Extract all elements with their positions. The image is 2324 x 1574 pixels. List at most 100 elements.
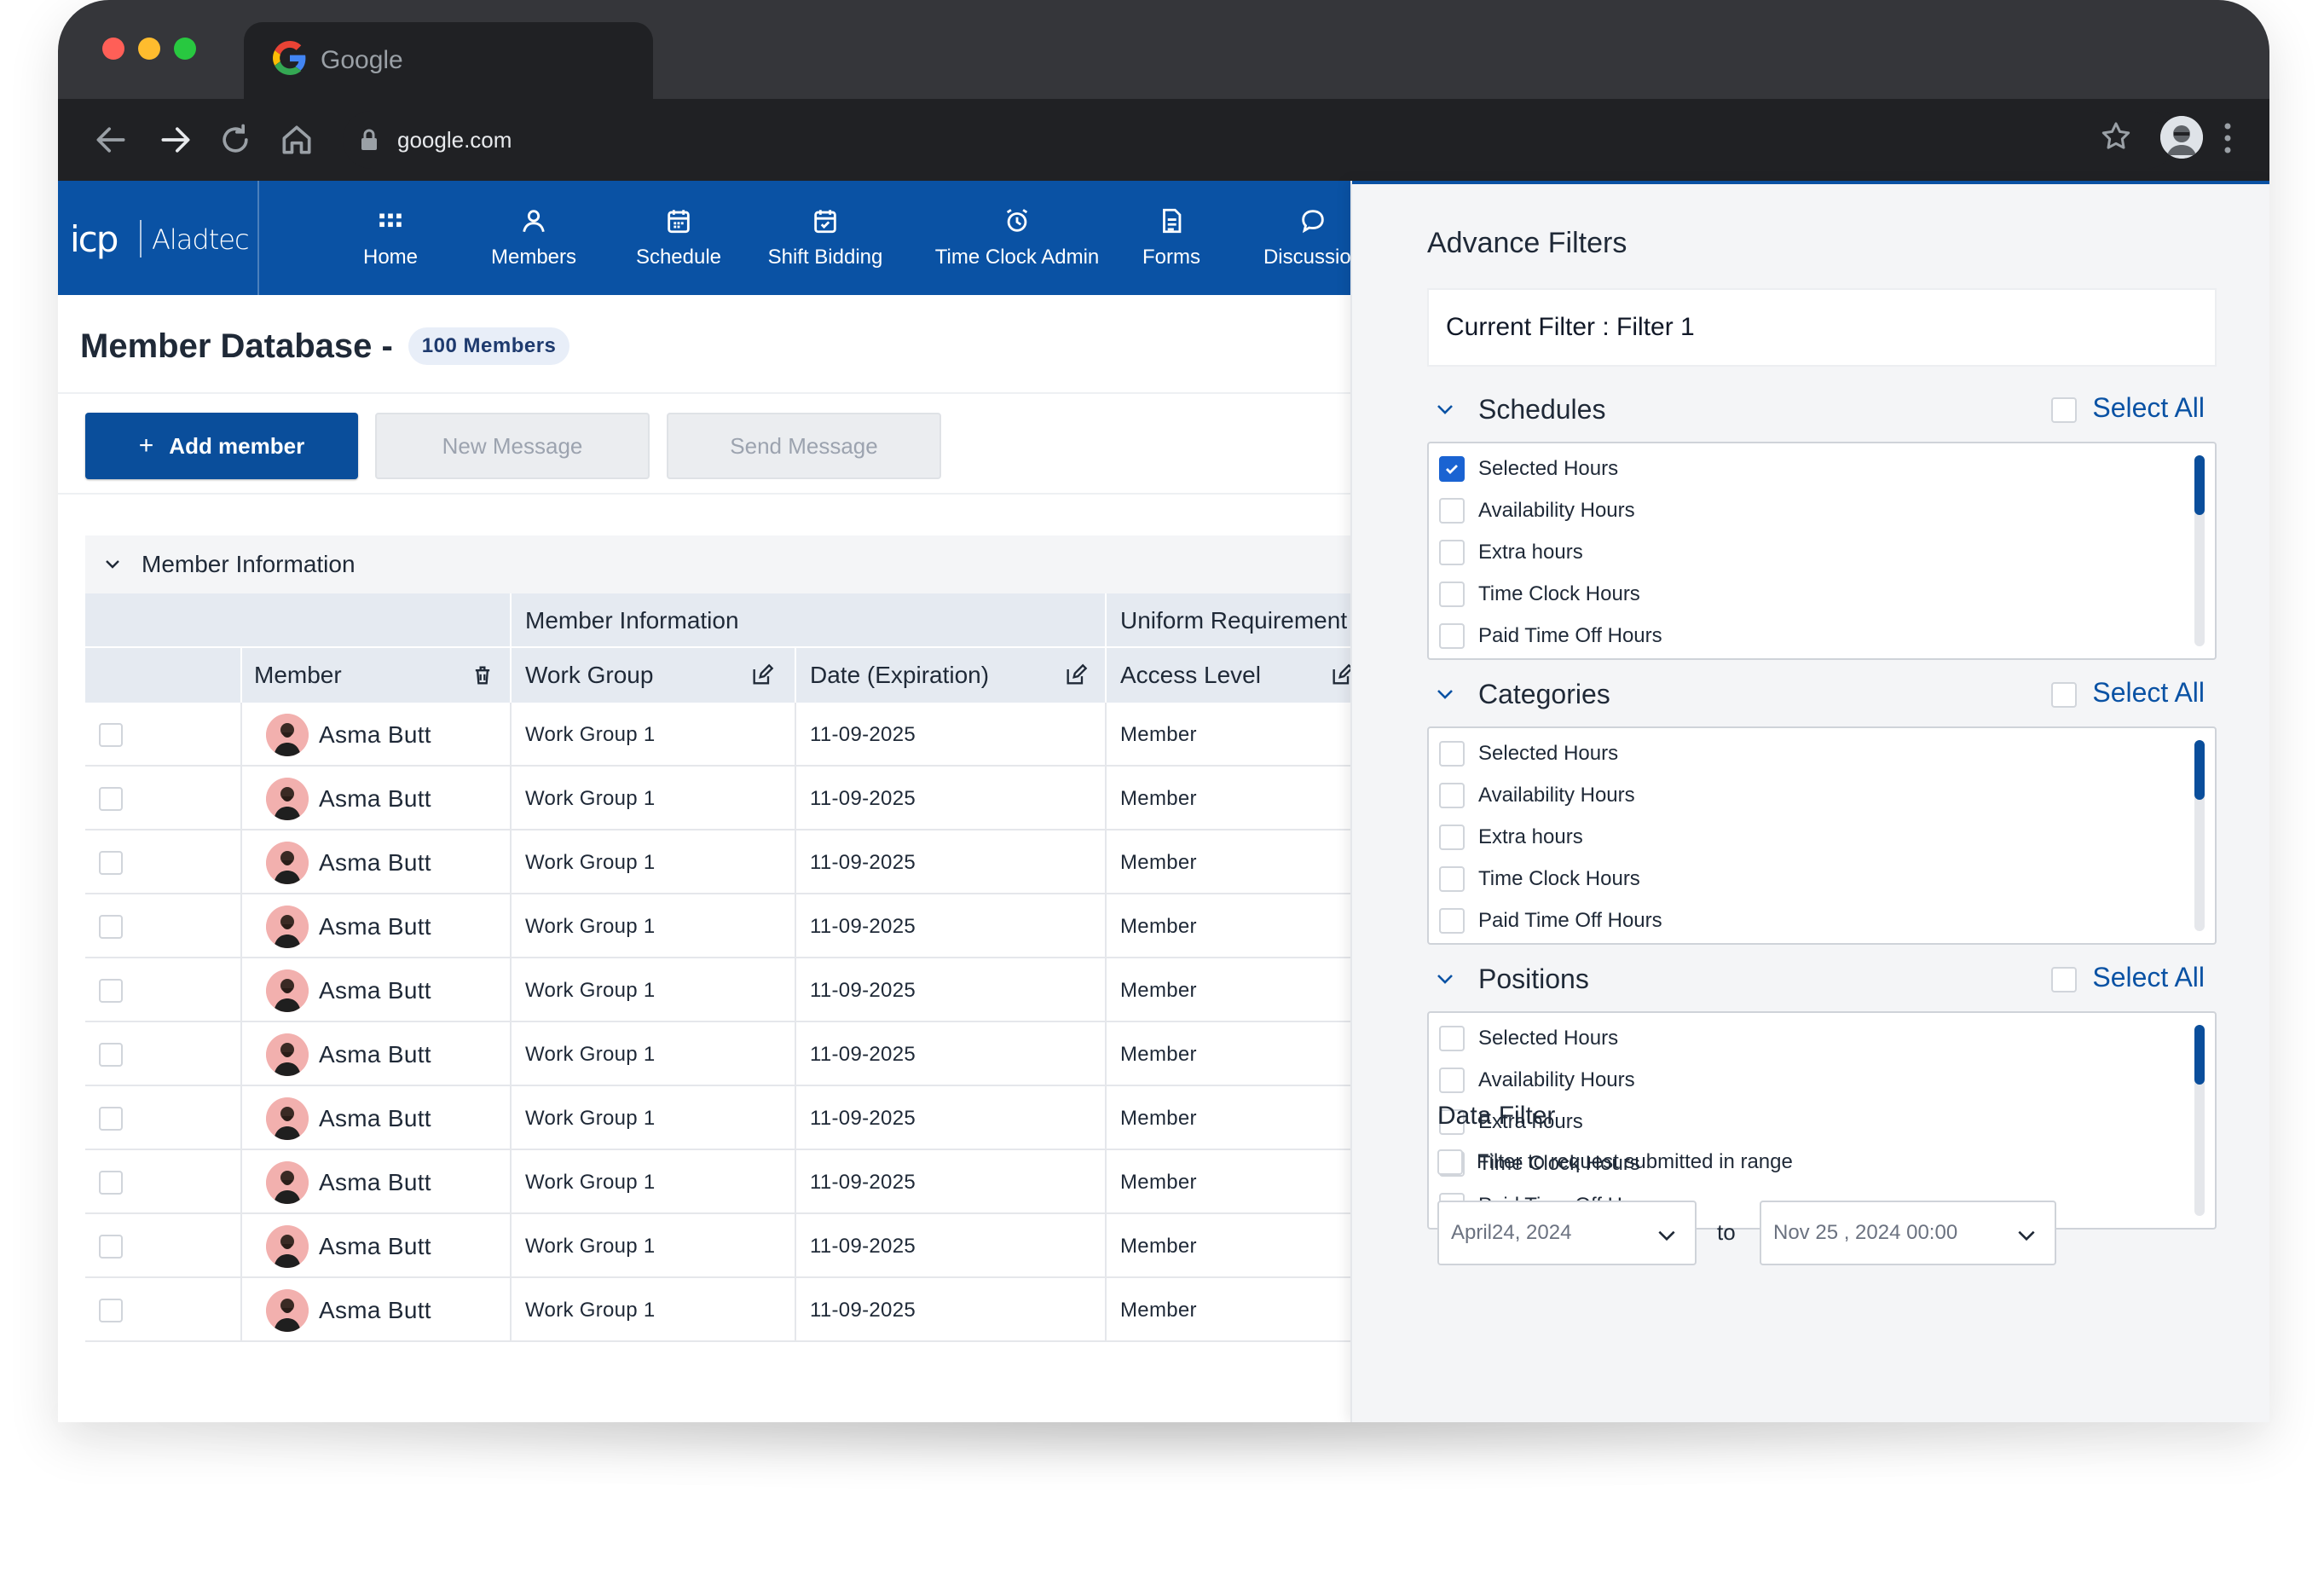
- member-cell[interactable]: Asma Butt: [266, 1022, 431, 1086]
- filter-option[interactable]: Availability Hours: [1439, 492, 1635, 529]
- nav-item-members[interactable]: Members: [448, 181, 619, 295]
- filter-option[interactable]: Availability Hours: [1439, 1062, 1635, 1099]
- row-checkbox[interactable]: [99, 1235, 123, 1259]
- table-row[interactable]: Asma Butt Work Group 1 11-09-2025 Member: [85, 830, 1350, 894]
- reload-icon[interactable]: [217, 121, 254, 159]
- back-arrow-icon[interactable]: [92, 121, 130, 159]
- minimize-window-button[interactable]: [138, 38, 160, 60]
- select-all-checkbox[interactable]: [2051, 397, 2077, 423]
- forward-arrow-icon[interactable]: [157, 121, 194, 159]
- checkbox[interactable]: [1439, 825, 1465, 850]
- filter-option[interactable]: Paid Time Off Hours: [1439, 617, 1662, 655]
- checkbox[interactable]: [1439, 908, 1465, 934]
- scrollbar-thumb[interactable]: [2194, 1025, 2205, 1085]
- row-checkbox[interactable]: [99, 1043, 123, 1067]
- checkbox[interactable]: [1439, 540, 1465, 565]
- column-header-member[interactable]: Member: [254, 662, 342, 688]
- table-row[interactable]: Asma Butt Work Group 1 11-09-2025 Member: [85, 958, 1350, 1022]
- table-row[interactable]: Asma Butt Work Group 1 11-09-2025 Member: [85, 703, 1350, 767]
- member-cell[interactable]: Asma Butt: [266, 703, 431, 767]
- address-bar[interactable]: google.com: [343, 111, 2176, 169]
- nav-item-home[interactable]: Home: [305, 181, 476, 295]
- filter-option[interactable]: Time Clock Hours: [1439, 576, 1640, 613]
- nav-item-time-clock-admin[interactable]: Time Clock Admin: [911, 181, 1124, 295]
- checkbox[interactable]: [1439, 1026, 1465, 1051]
- table-row[interactable]: Asma Butt Work Group 1 11-09-2025 Member: [85, 1278, 1350, 1342]
- select-all-label[interactable]: Select All: [2092, 677, 2205, 708]
- kebab-menu-icon[interactable]: [2223, 121, 2232, 155]
- row-checkbox[interactable]: [99, 1171, 123, 1195]
- filter-group-header-schedules[interactable]: Schedules Select All: [1427, 385, 2217, 433]
- select-all-label[interactable]: Select All: [2092, 392, 2205, 423]
- nav-item-discussion[interactable]: Discussion: [1228, 181, 1398, 295]
- member-cell[interactable]: Asma Butt: [266, 767, 431, 830]
- checkbox[interactable]: [1439, 866, 1465, 892]
- home-icon[interactable]: [278, 121, 315, 159]
- edit-icon[interactable]: [1330, 663, 1354, 687]
- brand-logo[interactable]: icp Aladtec: [58, 181, 259, 295]
- row-checkbox[interactable]: [99, 851, 123, 875]
- filter-list-positions[interactable]: Selected Hours Availability Hours Extra ho…: [1427, 1011, 2217, 1230]
- current-filter-box[interactable]: Current Filter : Filter 1: [1427, 288, 2217, 367]
- checkbox[interactable]: [1439, 498, 1465, 524]
- filter-option[interactable]: Paid Time Off Hours: [1439, 902, 1662, 940]
- scrollbar-thumb[interactable]: [2194, 740, 2205, 800]
- checkbox[interactable]: [1439, 623, 1465, 649]
- filter-option[interactable]: Selected Hours: [1439, 735, 1618, 773]
- member-cell[interactable]: Asma Butt: [266, 830, 431, 894]
- new-message-button[interactable]: New Message: [375, 413, 650, 479]
- edit-icon[interactable]: [750, 663, 774, 687]
- filter-option[interactable]: Time Clock Hours: [1439, 860, 1640, 898]
- checkbox[interactable]: [1439, 456, 1465, 482]
- edit-icon[interactable]: [1064, 663, 1088, 687]
- row-checkbox[interactable]: [99, 723, 123, 747]
- column-header-work-group[interactable]: Work Group: [525, 662, 654, 688]
- maximize-window-button[interactable]: [174, 38, 196, 60]
- browser-tab[interactable]: Google: [244, 22, 653, 101]
- range-filter-checkbox[interactable]: Filter to request submitted in range: [1437, 1149, 1793, 1175]
- profile-avatar-icon[interactable]: [2160, 116, 2203, 159]
- checkbox[interactable]: [1437, 1149, 1463, 1175]
- table-row[interactable]: Asma Butt Work Group 1 11-09-2025 Member: [85, 1086, 1350, 1150]
- table-row[interactable]: Asma Butt Work Group 1 11-09-2025 Member: [85, 767, 1350, 830]
- trash-icon[interactable]: [471, 663, 494, 687]
- select-all-checkbox[interactable]: [2051, 682, 2077, 708]
- filter-option[interactable]: Selected Hours: [1439, 450, 1618, 488]
- checkbox[interactable]: [1439, 582, 1465, 607]
- filter-option[interactable]: Availability Hours: [1439, 777, 1635, 814]
- checkbox[interactable]: [1439, 1109, 1465, 1135]
- send-message-button[interactable]: Send Message: [667, 413, 941, 479]
- column-header-access-level[interactable]: Access Level: [1120, 662, 1261, 688]
- date-from-select[interactable]: April24, 2024: [1437, 1201, 1697, 1265]
- table-row[interactable]: Asma Butt Work Group 1 11-09-2025 Member: [85, 1150, 1350, 1214]
- nav-item-schedule[interactable]: Schedule: [593, 181, 764, 295]
- member-cell[interactable]: Asma Butt: [266, 958, 431, 1022]
- table-row[interactable]: Asma Butt Work Group 1 11-09-2025 Member: [85, 894, 1350, 958]
- select-all-checkbox[interactable]: [2051, 967, 2077, 992]
- add-member-button[interactable]: + Add member: [85, 413, 358, 479]
- filter-list-schedules[interactable]: Selected Hours Availability Hours Extra ho…: [1427, 442, 2217, 660]
- member-cell[interactable]: Asma Butt: [266, 894, 431, 958]
- member-cell[interactable]: Asma Butt: [266, 1278, 431, 1342]
- row-checkbox[interactable]: [99, 915, 123, 939]
- checkbox[interactable]: [1439, 741, 1465, 767]
- table-row[interactable]: Asma Butt Work Group 1 11-09-2025 Member: [85, 1022, 1350, 1086]
- column-header-date-expiration[interactable]: Date (Expiration): [810, 662, 990, 688]
- nav-item-forms[interactable]: Forms: [1095, 181, 1248, 295]
- filter-option[interactable]: Selected Hours: [1439, 1020, 1618, 1057]
- filter-option[interactable]: Extra hours: [1439, 1103, 1583, 1141]
- bookmark-star-icon[interactable]: [2099, 119, 2133, 153]
- nav-item-shift-bidding[interactable]: Shift Bidding: [731, 181, 919, 295]
- row-checkbox[interactable]: [99, 787, 123, 811]
- filter-option[interactable]: Extra hours: [1439, 819, 1583, 856]
- member-cell[interactable]: Asma Butt: [266, 1214, 431, 1278]
- filter-list-categories[interactable]: Selected Hours Availability Hours Extra ho…: [1427, 726, 2217, 945]
- filter-group-header-positions[interactable]: Positions Select All: [1427, 955, 2217, 1003]
- member-cell[interactable]: Asma Butt: [266, 1086, 431, 1150]
- row-checkbox[interactable]: [99, 1299, 123, 1322]
- close-window-button[interactable]: [102, 38, 124, 60]
- table-row[interactable]: Asma Butt Work Group 1 11-09-2025 Member: [85, 1214, 1350, 1278]
- checkbox[interactable]: [1439, 1068, 1465, 1093]
- date-to-select[interactable]: Nov 25 , 2024 00:00: [1760, 1201, 2056, 1265]
- row-checkbox[interactable]: [99, 1107, 123, 1131]
